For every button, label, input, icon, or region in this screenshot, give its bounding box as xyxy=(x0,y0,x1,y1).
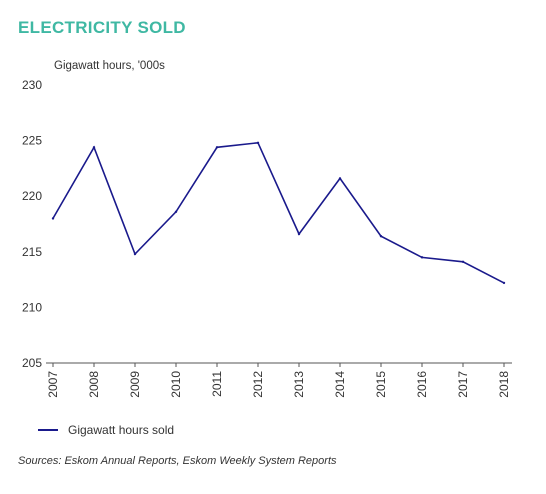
data-point xyxy=(51,217,55,220)
y-tick-label: 205 xyxy=(22,356,42,370)
data-point xyxy=(92,146,96,149)
data-point xyxy=(174,210,178,213)
x-tick-label: 2007 xyxy=(46,371,60,398)
x-tick-label: 2017 xyxy=(456,371,470,398)
y-tick-label: 210 xyxy=(22,300,42,314)
x-tick-label: 2009 xyxy=(128,371,142,398)
data-point xyxy=(461,260,465,264)
y-axis-label: Gigawatt hours, '000s xyxy=(54,60,165,72)
y-tick-label: 215 xyxy=(22,245,42,259)
data-point xyxy=(379,235,383,238)
source-note: Sources: Eskom Annual Reports, Eskom Wee… xyxy=(18,455,337,467)
data-point xyxy=(133,252,137,256)
x-tick-label: 2014 xyxy=(333,371,347,398)
x-tick-label: 2018 xyxy=(497,371,511,398)
legend-label: Gigawatt hours sold xyxy=(68,423,175,437)
chart-title: ELECTRICITY SOLD xyxy=(18,18,186,37)
data-point xyxy=(215,146,219,149)
y-tick-label: 230 xyxy=(22,78,42,92)
data-point xyxy=(420,256,424,259)
legend: Gigawatt hours sold xyxy=(38,423,174,437)
x-tick-label: 2016 xyxy=(415,371,429,398)
legend-line-swatch xyxy=(38,429,58,431)
x-tick-label: 2015 xyxy=(374,371,388,398)
series-line xyxy=(52,141,505,284)
x-tick-label: 2010 xyxy=(169,371,183,398)
x-tick-label: 2013 xyxy=(292,371,306,398)
data-point xyxy=(338,177,342,180)
x-tick-label: 2011 xyxy=(210,371,224,397)
x-tick-label: 2012 xyxy=(251,371,265,398)
data-point xyxy=(297,232,301,236)
x-tick-label: 2008 xyxy=(87,371,101,398)
y-tick-label: 225 xyxy=(22,134,42,148)
data-point xyxy=(256,141,260,145)
y-tick-label: 220 xyxy=(22,189,42,203)
data-point xyxy=(502,281,506,285)
